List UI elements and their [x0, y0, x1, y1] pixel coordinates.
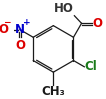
Text: HO: HO	[54, 2, 74, 15]
Text: −: −	[3, 18, 10, 27]
Text: O: O	[93, 17, 103, 30]
Text: O: O	[0, 23, 9, 36]
Text: CH₃: CH₃	[41, 85, 65, 98]
Text: O: O	[15, 39, 25, 52]
Text: Cl: Cl	[85, 60, 98, 73]
Text: N: N	[15, 23, 25, 36]
Text: +: +	[22, 18, 30, 27]
